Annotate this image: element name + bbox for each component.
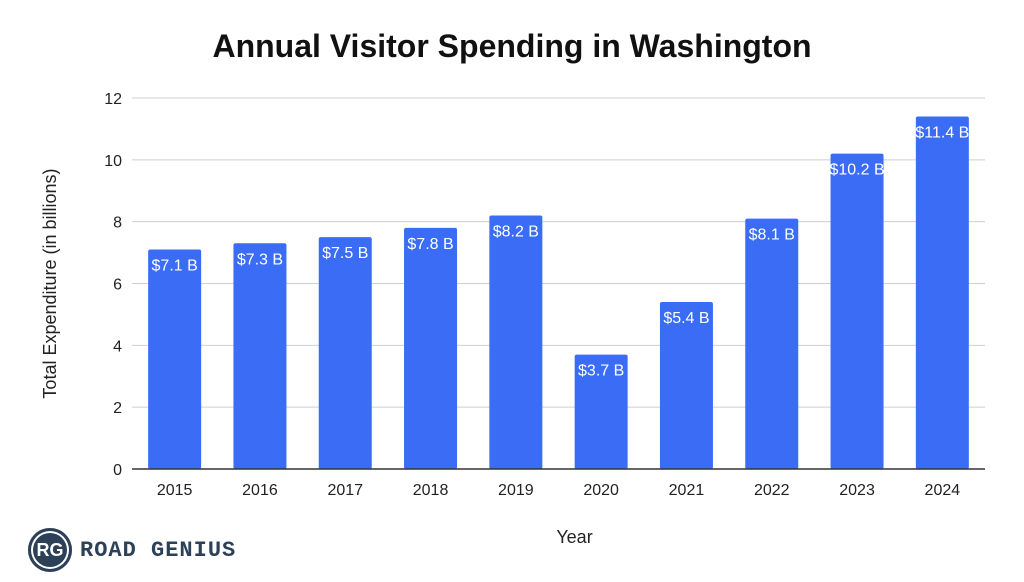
data-label-2023: $10.2 B — [829, 162, 884, 179]
data-label-2021: $5.4 B — [663, 310, 709, 327]
data-label-2016: $7.3 B — [237, 251, 283, 268]
y-tick-label: 8 — [113, 215, 122, 232]
y-tick-label: 6 — [113, 277, 122, 294]
x-tick-label-2021: 2021 — [669, 482, 705, 499]
data-label-2015: $7.1 B — [152, 257, 198, 274]
y-tick-label: 2 — [113, 400, 122, 417]
data-labels: $7.1 B $7.3 B $7.5 B $7.8 B $8.2 B $3.7 B $5.4… — [152, 125, 970, 380]
x-tick-label-2018: 2018 — [413, 482, 449, 499]
y-tick-label: 4 — [113, 338, 122, 355]
data-label-2024: $11.4 B — [915, 125, 969, 142]
x-tick-label-2024: 2024 — [925, 482, 961, 499]
x-axis-ticks: 2015 2016 2017 2018 2019 2020 2021 2022 2023 2024 — [157, 482, 960, 499]
data-label-2020: $3.7 B — [578, 363, 624, 380]
x-tick-label-2016: 2016 — [242, 482, 278, 499]
y-tick-label: 12 — [104, 91, 122, 108]
brand-name: ROAD GENIUS — [80, 537, 237, 563]
brand-badge-icon: RG — [28, 528, 72, 572]
x-tick-label-2023: 2023 — [839, 482, 875, 499]
bar-2024 — [915, 116, 969, 470]
brand-badge-text: RG — [36, 539, 64, 560]
data-label-2018: $7.8 B — [407, 236, 453, 253]
chart-title: Annual Visitor Spending in Washington — [212, 28, 812, 64]
data-label-2019: $8.2 B — [493, 223, 539, 240]
bar-2016 — [233, 243, 287, 469]
bars — [148, 116, 969, 470]
brand-logo: RG ROAD GENIUS — [28, 528, 236, 572]
bar-2019 — [489, 215, 543, 469]
y-axis-ticks: 0 2 4 6 8 10 12 — [104, 91, 122, 479]
bar-2021 — [659, 302, 713, 469]
y-axis-label: Total Expenditure (in billions) — [40, 168, 60, 398]
bar-2017 — [318, 237, 372, 469]
x-tick-label-2017: 2017 — [327, 482, 363, 499]
bar-2023 — [830, 153, 884, 469]
x-tick-label-2019: 2019 — [498, 482, 534, 499]
bar-2018 — [404, 227, 458, 469]
x-tick-label-2020: 2020 — [583, 482, 619, 499]
bar-2015 — [148, 249, 202, 469]
x-axis-label: Year — [556, 527, 592, 547]
x-tick-label-2015: 2015 — [157, 482, 193, 499]
data-label-2017: $7.5 B — [322, 245, 368, 262]
data-label-2022: $8.1 B — [749, 227, 795, 244]
y-tick-label: 0 — [113, 462, 122, 479]
bar-2022 — [745, 218, 799, 469]
bar-2020 — [574, 354, 628, 469]
y-tick-label: 10 — [104, 153, 122, 170]
x-tick-label-2022: 2022 — [754, 482, 790, 499]
